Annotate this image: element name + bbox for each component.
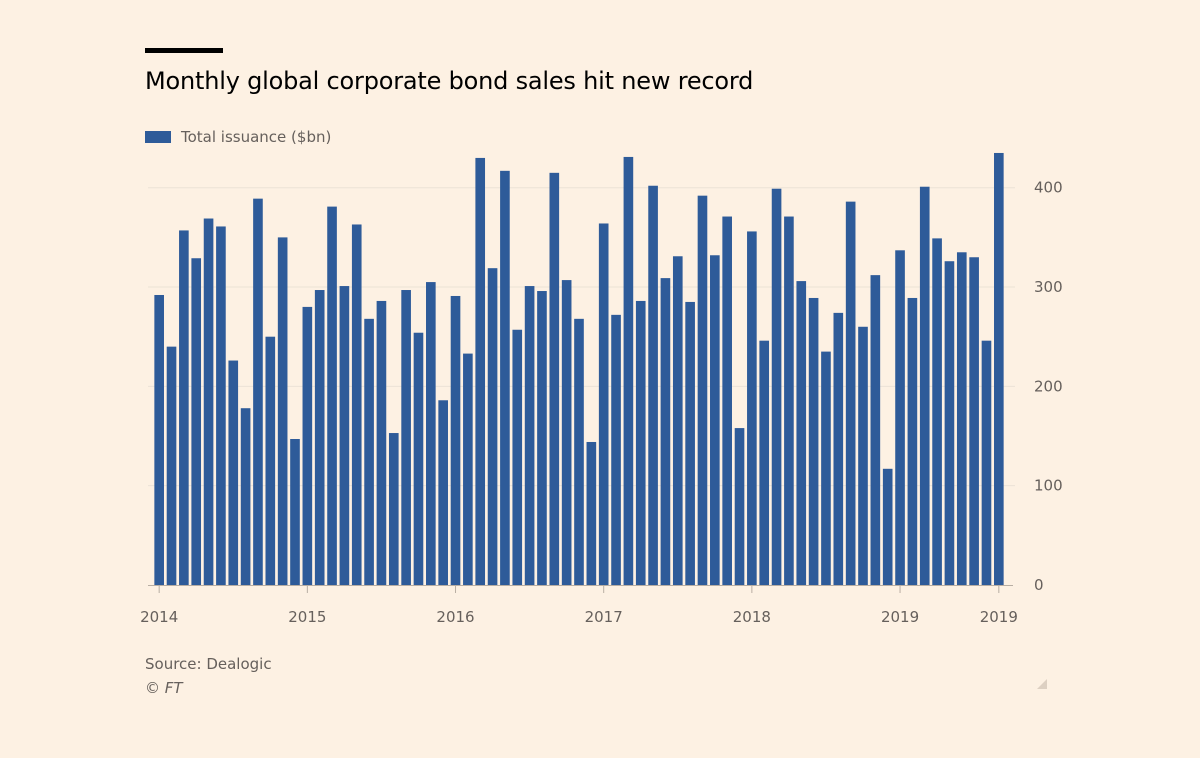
bar xyxy=(635,300,646,585)
bar xyxy=(598,223,609,586)
x-tick-label: 2018 xyxy=(733,608,771,626)
bar xyxy=(648,185,658,586)
bar xyxy=(376,300,387,585)
bar xyxy=(351,224,362,586)
legend-swatch xyxy=(145,131,171,143)
x-axis: 2014 2015 2016 2017 2018 2019 2019 xyxy=(140,585,1018,626)
resize-handle-icon xyxy=(1037,679,1047,689)
bar xyxy=(561,280,572,585)
bar xyxy=(672,256,683,585)
x-tick-label: 2017 xyxy=(585,608,623,626)
bar xyxy=(660,278,671,585)
bar xyxy=(907,297,918,585)
bar xyxy=(314,290,325,585)
bar xyxy=(277,237,288,585)
bar xyxy=(586,441,597,585)
bar-chart: 2014 2015 2016 2017 2018 2019 2019 0 100 200 300 4… xyxy=(140,152,1063,626)
bar xyxy=(821,351,831,585)
source-note: Source: Dealogic xyxy=(145,655,272,673)
bar xyxy=(240,408,251,585)
bar xyxy=(808,297,819,585)
bar xyxy=(191,258,202,585)
bar xyxy=(388,433,399,585)
bar xyxy=(327,206,337,585)
bar xyxy=(475,157,486,585)
bar xyxy=(463,353,473,585)
bar xyxy=(339,286,350,585)
y-tick-label: 400 xyxy=(1034,179,1063,197)
bar xyxy=(747,231,757,585)
legend: Total issuance ($bn) xyxy=(145,127,331,147)
bar xyxy=(685,301,695,585)
bar xyxy=(401,290,411,585)
bar xyxy=(413,332,424,585)
copyright-credit: © FT xyxy=(145,679,183,697)
bar xyxy=(438,400,448,585)
legend-label: Total issuance ($bn) xyxy=(181,128,332,146)
y-tick-label: 100 xyxy=(1034,477,1063,495)
bar xyxy=(919,186,930,586)
title-accent-bar xyxy=(145,48,223,53)
bar xyxy=(833,312,844,585)
chart-title: Monthly global corporate bond sales hit … xyxy=(145,67,754,95)
bar xyxy=(611,314,621,585)
bar xyxy=(858,326,868,585)
bar xyxy=(290,439,300,585)
bar xyxy=(302,306,313,585)
bar xyxy=(537,291,547,585)
bar xyxy=(623,156,634,585)
bar xyxy=(994,152,1004,585)
x-tick-label: 2019 xyxy=(980,608,1018,626)
bar xyxy=(216,226,226,585)
bar xyxy=(154,294,164,585)
bar xyxy=(796,281,807,585)
bar xyxy=(253,198,263,585)
bars xyxy=(154,152,1004,586)
y-tick-label: 200 xyxy=(1034,377,1063,395)
bar xyxy=(228,360,239,585)
bar xyxy=(524,286,535,585)
bar xyxy=(784,216,794,585)
x-tick-label: 2019 xyxy=(881,608,919,626)
bar xyxy=(574,318,584,585)
bar xyxy=(722,216,732,585)
y-axis: 0 100 200 300 400 xyxy=(1034,179,1063,594)
x-tick-label: 2014 xyxy=(140,608,178,626)
bar xyxy=(895,250,905,586)
bar xyxy=(870,275,881,585)
bar xyxy=(969,257,979,585)
bar xyxy=(710,255,720,585)
bar xyxy=(932,238,942,585)
bar xyxy=(265,336,276,585)
bar xyxy=(734,428,745,585)
y-tick-label: 300 xyxy=(1034,278,1063,296)
x-tick-label: 2015 xyxy=(288,608,326,626)
bar xyxy=(450,295,461,585)
bar xyxy=(771,188,782,585)
bar xyxy=(956,252,967,585)
bar xyxy=(944,261,955,585)
y-tick-label: 0 xyxy=(1034,576,1044,594)
bar xyxy=(487,268,498,585)
bar xyxy=(179,230,189,585)
bar xyxy=(512,329,523,585)
x-tick-label: 2016 xyxy=(436,608,474,626)
bar xyxy=(882,468,893,585)
bar xyxy=(364,318,374,585)
bar xyxy=(166,346,177,585)
bar xyxy=(981,340,992,585)
bar xyxy=(759,340,770,585)
bar xyxy=(203,218,214,585)
bar xyxy=(845,201,856,585)
bar xyxy=(426,282,436,585)
bar xyxy=(549,172,560,585)
bar xyxy=(500,170,510,585)
bar xyxy=(697,195,708,586)
